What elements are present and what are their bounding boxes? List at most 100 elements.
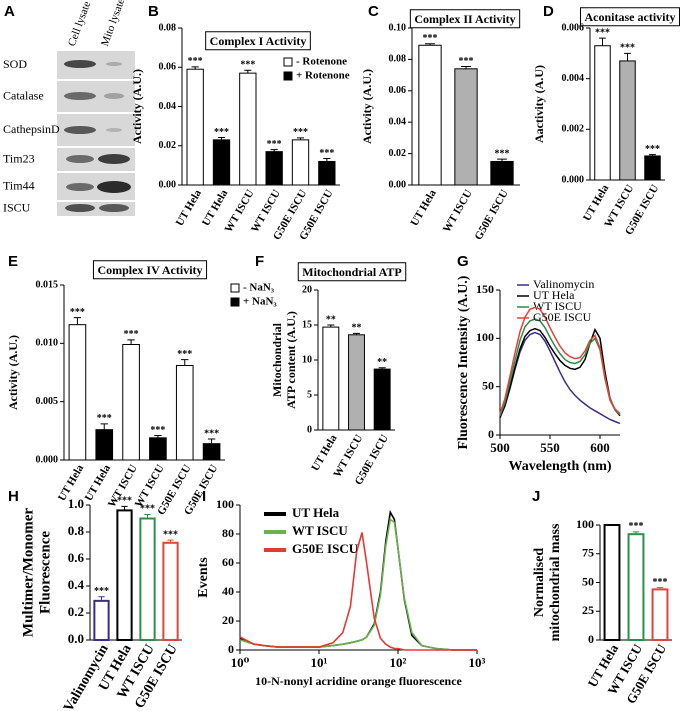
- x-tick-label: G50E ISCU: [472, 188, 510, 242]
- blot-band: [106, 62, 122, 66]
- x-tick-label: 500: [490, 440, 510, 455]
- significance-label: ***: [70, 307, 85, 318]
- y-tick-label: 20: [302, 284, 312, 295]
- error-bar: [191, 66, 199, 70]
- y-tick-label: 80: [222, 526, 234, 540]
- error-bar: [599, 37, 606, 46]
- significance-label: **: [352, 323, 362, 334]
- x-tick-label: 10²: [390, 655, 407, 670]
- y-tick-label: 0.0: [68, 631, 84, 646]
- y-tick-label: 0.8: [68, 523, 85, 538]
- significance-label: ***: [124, 329, 139, 340]
- significance-label: **: [326, 314, 336, 325]
- legend-label: + NaN₃: [243, 296, 277, 308]
- blot-band: [65, 204, 95, 212]
- title-box: [92, 260, 208, 280]
- y-tick-label: 0.004: [562, 73, 585, 84]
- y-tick-label: 0.02: [389, 148, 407, 159]
- panel-letter: G: [457, 253, 469, 270]
- y-tick-label: 0.10: [389, 22, 407, 33]
- error-bar: [181, 359, 189, 366]
- significance-label: ***: [188, 56, 203, 67]
- bar: [265, 151, 283, 186]
- blot-band: [66, 183, 94, 191]
- error-bar: [327, 324, 335, 328]
- error-bar: [207, 438, 216, 444]
- legend-label: G50E ISCU: [292, 541, 359, 556]
- panel-letter: A: [4, 3, 15, 20]
- legend-swatch: [230, 283, 240, 293]
- y-tick-label: 75: [582, 546, 594, 560]
- significance-label: ***: [267, 139, 282, 150]
- legend-label: WT ISCU: [533, 299, 582, 313]
- y-tick-label: 0.005: [36, 396, 59, 407]
- x-axis-label: Wavelength (nm): [508, 459, 611, 474]
- y-tick-label: 0.000: [562, 174, 585, 185]
- title-box: [409, 9, 521, 29]
- y-axis-label: Fluorescence: [37, 531, 53, 614]
- line-series: [499, 327, 621, 418]
- bar: [454, 68, 478, 186]
- blot-row-label: Catalase: [3, 88, 44, 102]
- y-tick-label: 100: [576, 517, 594, 531]
- line-series: [239, 518, 477, 651]
- error-bar: [352, 332, 361, 335]
- line-series: [499, 306, 621, 415]
- bar: [373, 368, 391, 431]
- y-tick-label: 10: [302, 354, 312, 365]
- y-tick-label: 0.010: [36, 338, 59, 349]
- significance-label: ***: [319, 148, 334, 159]
- y-tick-label: 0.02: [159, 140, 177, 151]
- y-tick-label: 0.000: [36, 454, 59, 465]
- legend-label: WT ISCU: [292, 523, 348, 538]
- bar: [149, 437, 167, 461]
- blot-band: [64, 60, 96, 68]
- blot-column-label: Mito lysate: [99, 0, 127, 48]
- error-bar: [244, 69, 252, 74]
- y-tick-label: 0.08: [389, 54, 407, 65]
- y-tick-label: 0.002: [562, 124, 585, 135]
- y-axis-label: Aactivity (A.U): [532, 65, 546, 143]
- error-bar: [121, 505, 128, 511]
- significance-label: **: [377, 357, 387, 368]
- legend-label: UT Hela: [533, 288, 575, 302]
- legend-swatch: [283, 57, 293, 67]
- significance-label: ***: [595, 27, 610, 38]
- bar: [212, 139, 231, 186]
- y-tick-label: 0.06: [159, 62, 177, 73]
- bar: [93, 599, 110, 641]
- panel-letter: F: [255, 253, 264, 270]
- error-bar: [632, 531, 640, 535]
- y-tick-label: 0.08: [159, 22, 177, 33]
- bar: [186, 68, 204, 186]
- chart-title: Aconitase activity: [585, 10, 676, 24]
- error-bar: [461, 65, 471, 69]
- error-bar: [217, 137, 226, 140]
- x-tick-label: 10³: [469, 655, 486, 670]
- error-bar: [144, 513, 151, 519]
- error-bar: [270, 149, 278, 152]
- y-tick-label: 0.04: [159, 101, 177, 112]
- y-axis-label: Multimer/Monomer: [20, 508, 36, 637]
- bar: [490, 160, 514, 186]
- panel-letter: I: [202, 488, 206, 505]
- y-axis-label: Normalised: [532, 548, 547, 617]
- legend-label: Valinomycin: [533, 277, 594, 291]
- significance-label: ***: [214, 127, 229, 138]
- bar: [651, 588, 669, 642]
- y-tick-label: 0.00: [389, 179, 407, 190]
- chart-title: Complex II Activity: [414, 12, 515, 26]
- y-tick-label: 0: [307, 424, 312, 435]
- legend-label: - Rotenone: [296, 56, 347, 68]
- y-tick-label: 0.4: [68, 577, 85, 592]
- chart-title: Complex IV Activity: [97, 263, 202, 277]
- significance-label: ***: [423, 33, 438, 44]
- x-tick-label: 10⁰: [231, 655, 250, 670]
- y-tick-label: 0.2: [68, 604, 84, 619]
- y-tick-label: 0.06: [389, 85, 407, 96]
- y-tick-label: 0: [488, 427, 494, 441]
- x-tick-label: WT ISCU: [441, 188, 475, 235]
- bar: [139, 517, 156, 641]
- legend-label: UT Hela: [292, 505, 340, 520]
